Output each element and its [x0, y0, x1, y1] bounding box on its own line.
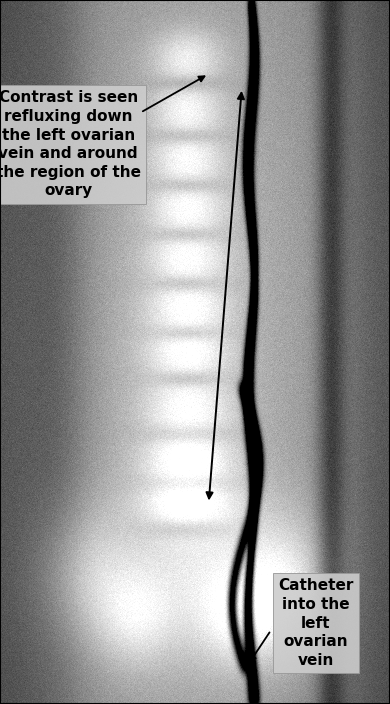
Text: Catheter
into the
left
ovarian
vein: Catheter into the left ovarian vein — [278, 579, 354, 667]
Text: Contrast is seen
refluxing down
the left ovarian
vein and around
the region of t: Contrast is seen refluxing down the left… — [0, 90, 141, 199]
